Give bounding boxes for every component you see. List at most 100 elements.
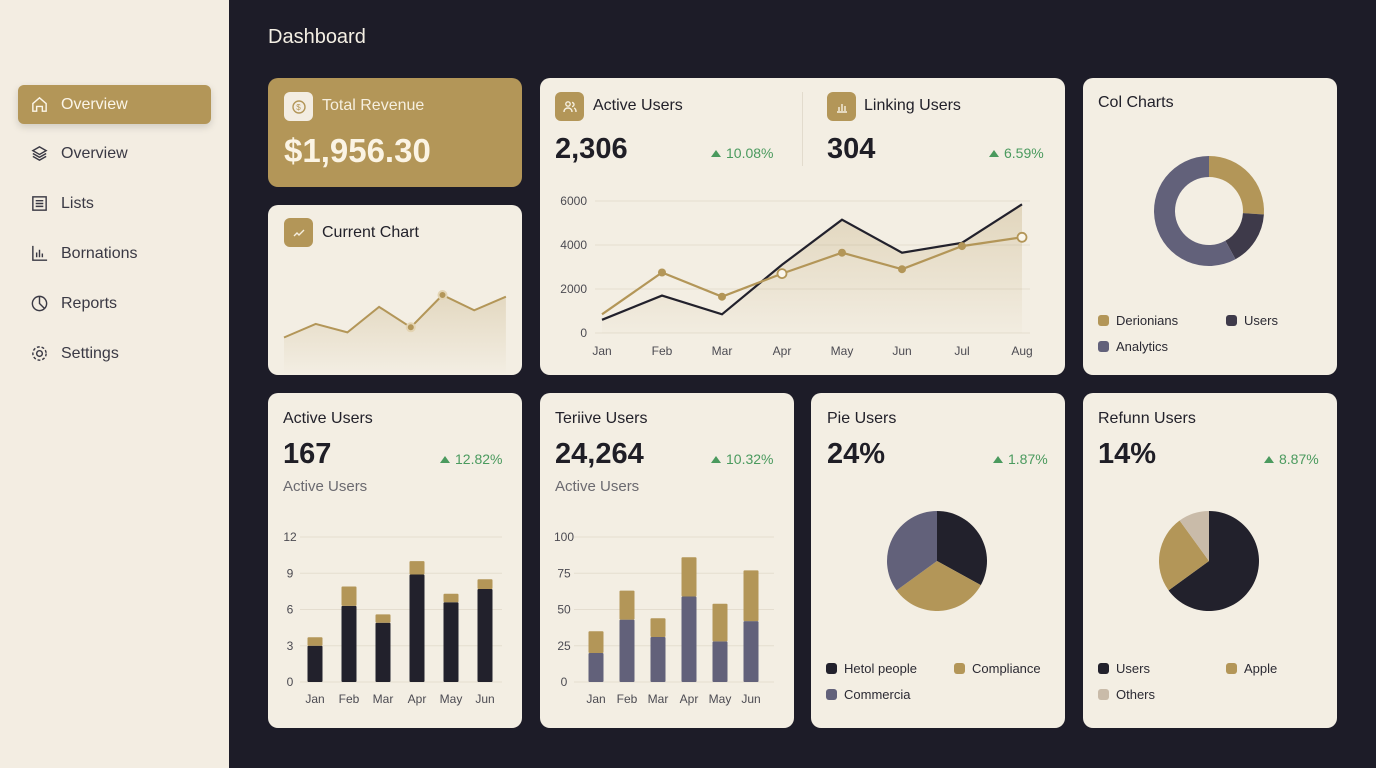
list-icon [32,196,47,211]
legend-item: Others [1098,687,1155,702]
pie-slice-commercia [887,511,937,591]
users-line-chart: 0 2000 4000 6000 Jan Feb Mar Apr May Jun Jul Aug [560,194,1032,358]
sidebar-item-overview[interactable]: Overview [18,85,211,124]
card-label: Teriive Users [555,410,648,427]
revenue-label: Total Revenue [322,97,425,114]
bar-segment [712,641,728,682]
x-tick-label: Apr [680,692,699,706]
sidebar-item-label: Settings [61,344,119,362]
data-point [718,292,726,301]
pie-chart [887,511,987,611]
y-tick-label: 6000 [560,194,587,208]
x-tick-label: Apr [773,344,792,358]
y-tick-label: 0 [287,675,294,689]
layers-icon [31,146,48,161]
series-area [602,204,1022,333]
bar-segment [307,637,323,646]
revenue-card: $ Total Revenue $1,956.30 [268,78,522,187]
pie-slice-users [1168,511,1259,611]
x-tick-label: Jun [475,692,494,706]
bar-segment [341,605,357,682]
home-icon [32,96,47,112]
y-tick-label: 75 [557,566,571,580]
bar-segment [477,579,493,589]
x-tick-label: May [709,692,732,706]
y-tick-label: 25 [557,639,571,653]
pie-users-card: Pie Users 24% 1.87% Hetol people Complia… [811,393,1065,728]
card-change: 1.87% [993,451,1048,467]
sidebar: Overview Overview Lists Bornations Repor… [0,0,229,768]
sparkline-point [405,322,416,333]
y-tick-label: 2000 [560,282,587,296]
x-tick-label: Feb [617,692,638,706]
bar-segment [619,619,635,682]
sidebar-item-bornations[interactable]: Bornations [18,234,211,273]
linking-users-value: 304 [827,133,876,165]
sidebar-item-label: Lists [61,194,94,212]
sparkline-area [284,295,506,375]
series-line [601,236,1023,316]
sidebar-item-lists[interactable]: Lists [18,184,211,223]
card-label: Active Users [283,410,373,427]
bar-segment [375,614,391,623]
x-tick-label: Mar [373,692,394,706]
x-tick-label: May [440,692,463,706]
pie-slice-hetol-people [937,511,987,586]
sparkline-point [437,290,448,300]
data-point [838,248,846,257]
x-tick-label: Feb [339,692,360,706]
card-sub: Active Users [283,478,368,495]
bar-segment [443,593,459,603]
refund-users-card: Refunn Users 14% 8.87% Users Apple Other… [1083,393,1337,728]
bar-chart-icon [827,92,856,121]
x-tick-label: Jul [954,344,969,358]
legend-item: Analytics [1098,339,1168,354]
bar-segment [650,618,666,638]
revenue-value: $1,956.30 [284,132,431,169]
sparkline-line [283,293,507,339]
pie-slice-others [1179,511,1209,561]
pie-slice-analytics [1154,156,1236,266]
bar-segment [409,574,425,682]
y-tick-label: 0 [561,675,568,689]
sidebar-item-reports[interactable]: Reports [18,284,211,323]
bar-segment [619,590,635,620]
bar-segment [588,653,604,682]
y-tick-label: 12 [283,530,297,544]
legend-item: Apple [1226,661,1277,676]
trend-icon [284,218,313,247]
x-tick-label: Mar [712,344,733,358]
pie-chart-icon [31,295,48,312]
y-tick-label: 9 [287,566,294,580]
data-point [958,242,966,251]
x-tick-label: Jun [892,344,911,358]
bar-segment [588,631,604,653]
card-change: 8.87% [1264,451,1319,467]
card-label: Refunn Users [1098,410,1196,427]
sidebar-item-label: Overview [61,95,128,113]
sidebar-item-label: Bornations [61,244,138,262]
card-change: 12.82% [440,451,502,467]
legend-item: Compliance [954,661,1041,676]
dollar-icon: $ [284,92,313,121]
bar-chart: 0 3 6 9 12 Jan Feb Mar Apr May Jun [283,530,502,706]
pie-slice-users [1225,213,1264,260]
col-charts-card: Col Charts Derionians Users Analytics [1083,78,1337,375]
bar-segment [375,622,391,682]
sidebar-item-label: Overview [61,144,128,162]
y-tick-label: 4000 [560,238,587,252]
bar-segment [743,570,759,622]
card-value: 14% [1098,438,1157,470]
x-tick-label: Feb [652,344,673,358]
series-line [601,203,1023,321]
card-label: Pie Users [827,410,897,427]
svg-text:$: $ [296,103,301,112]
card-sub: Active Users [555,478,640,495]
bar-segment [443,602,459,682]
bar-segment [712,603,728,642]
sidebar-item-settings[interactable]: Settings [18,334,211,373]
sidebar-item-overview-2[interactable]: Overview [18,134,211,173]
x-tick-label: Apr [408,692,427,706]
data-point [898,265,906,274]
legend-item: Users [1098,661,1150,676]
